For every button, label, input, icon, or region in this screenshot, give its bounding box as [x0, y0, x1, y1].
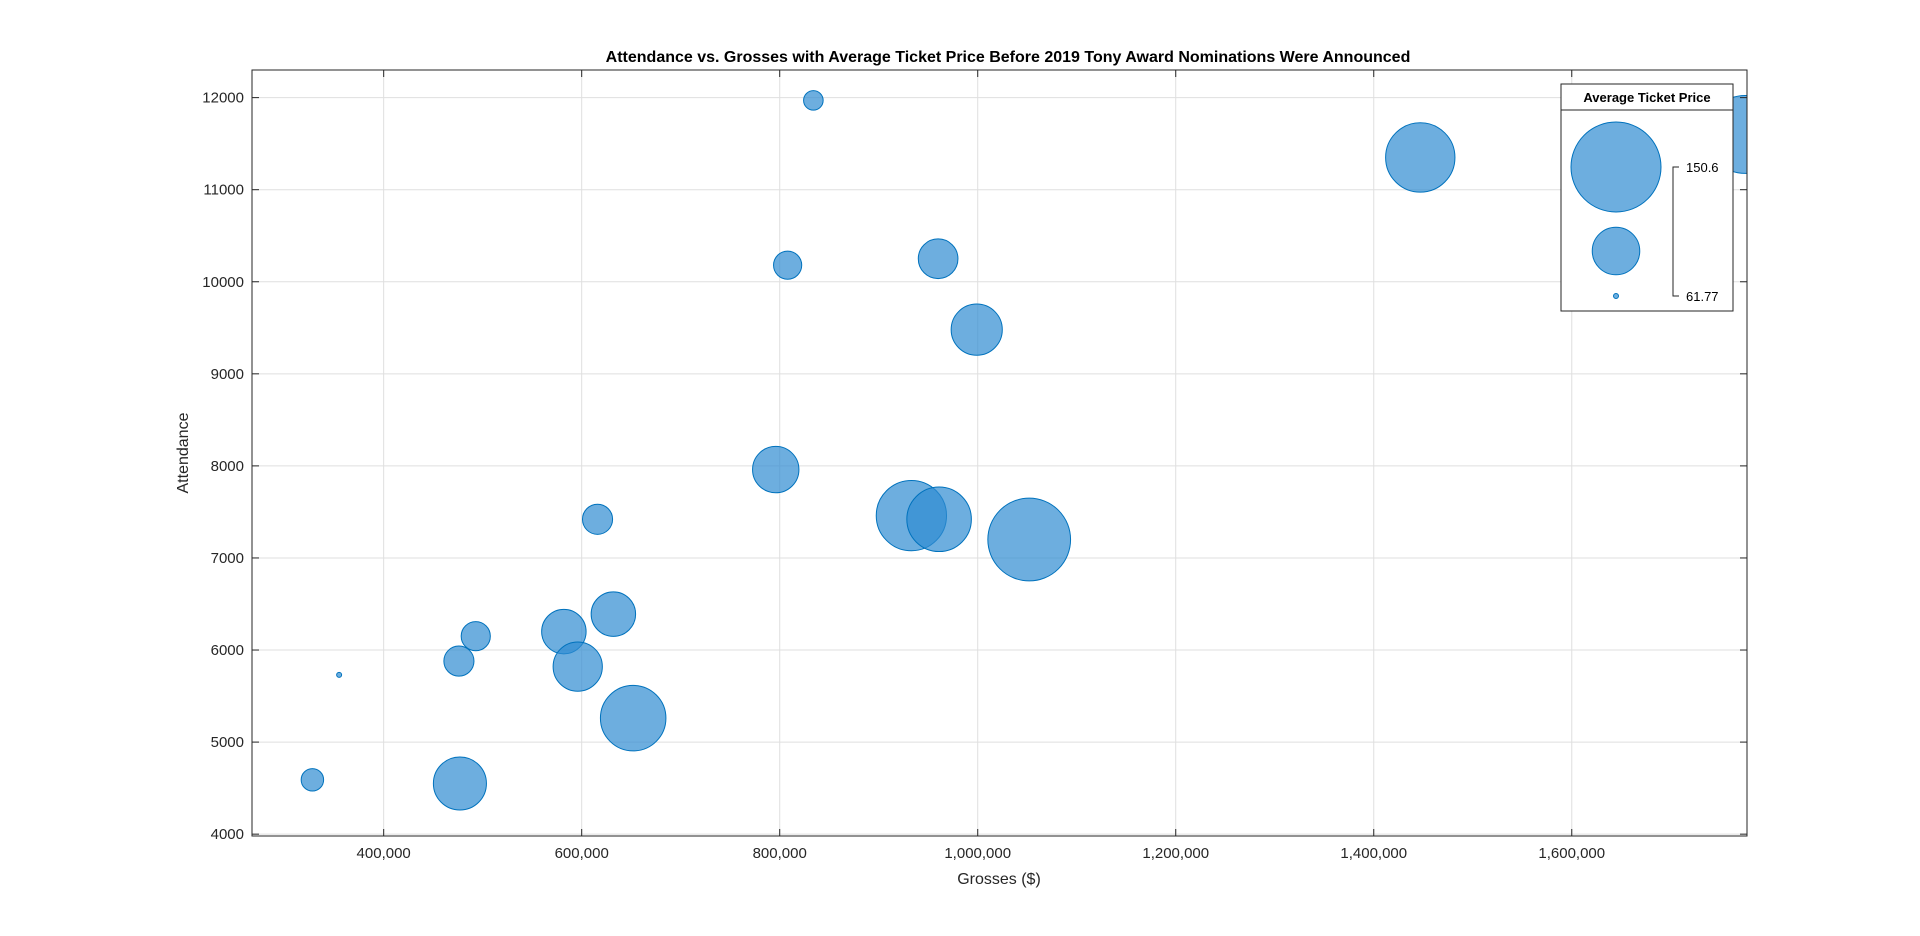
legend-bubbles: [1570, 121, 1662, 299]
y-tick-label: 9000: [211, 366, 244, 383]
x-tick-label: 1,200,000: [1142, 845, 1209, 862]
y-tick-label: 11000: [203, 182, 244, 199]
bubble-point: [460, 621, 491, 652]
y-tick-label: 7000: [211, 550, 244, 567]
ticks: 400,000 600,000 800,000 1,000,000 1,200,000 1…: [202, 70, 1747, 862]
y-tick-label: 8000: [211, 458, 244, 475]
y-tick-label: 5000: [211, 734, 244, 751]
legend-max-label: 150.6: [1686, 160, 1719, 175]
y-tick-label: 6000: [211, 642, 244, 659]
bubble-point: [773, 250, 803, 280]
bubble-point: [300, 768, 325, 792]
y-tick-label: 12000: [202, 90, 244, 107]
bubble-point: [599, 684, 667, 752]
x-tick-label: 1,600,000: [1538, 845, 1605, 862]
legend-min-label: 61.77: [1686, 289, 1719, 304]
plot-area: [252, 70, 1747, 836]
x-tick-label: 1,400,000: [1340, 845, 1407, 862]
bubble-point: [906, 486, 972, 553]
y-tick-label: 10000: [202, 274, 244, 291]
legend-bubble: [1570, 121, 1662, 213]
chart-title: Attendance vs. Grosses with Average Tick…: [606, 49, 1411, 66]
bubble-point: [917, 238, 959, 280]
y-tick-label: 4000: [211, 826, 244, 843]
y-axis-label: Attendance: [175, 412, 192, 493]
bubble-point: [1385, 122, 1456, 193]
x-tick-label: 400,000: [357, 845, 411, 862]
bubble-point: [803, 90, 824, 111]
bubble-point: [581, 503, 614, 535]
bubble-point: [443, 645, 475, 677]
plot-frame: [251, 69, 1748, 837]
bubble-point: [336, 671, 343, 678]
bubble-point: [987, 497, 1072, 582]
bubble-point: [590, 591, 637, 637]
x-axis-label: Grosses ($): [957, 871, 1041, 888]
legend-bubble: [1613, 293, 1619, 299]
bubbles: [300, 90, 1747, 811]
bubble-point: [752, 445, 800, 494]
bubble-point: [432, 756, 487, 811]
legend-bubble: [1591, 226, 1641, 276]
legend-bracket: [1672, 166, 1679, 297]
bubble-point: [552, 641, 603, 692]
x-tick-label: 800,000: [753, 845, 807, 862]
legend: Average Ticket Price 150.6 61.77: [1560, 83, 1734, 312]
legend-title: Average Ticket Price: [1583, 90, 1710, 105]
x-tick-label: 1,000,000: [944, 845, 1011, 862]
bubble-point: [950, 303, 1003, 356]
x-tick-label: 600,000: [555, 845, 609, 862]
